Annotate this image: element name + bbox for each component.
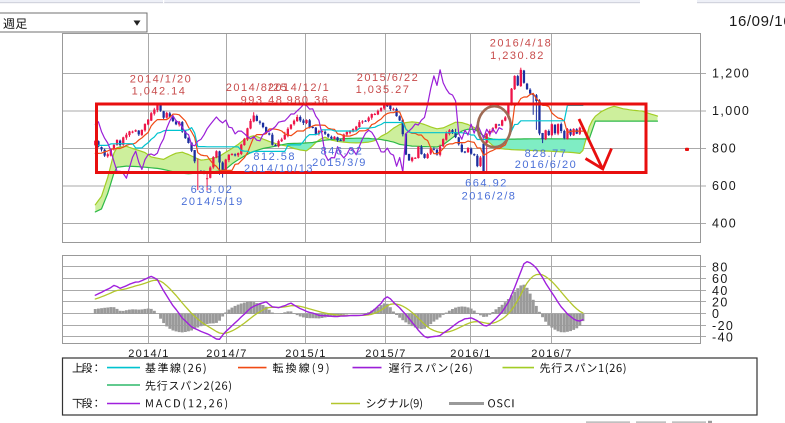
svg-text:-20: -20: [712, 319, 734, 333]
svg-text:1,035.27: 1,035.27: [356, 84, 411, 96]
svg-text:2015/1: 2015/1: [285, 348, 326, 360]
svg-text:2014/1: 2014/1: [128, 348, 169, 360]
svg-text:812.58: 812.58: [253, 151, 296, 163]
svg-text:633.02: 633.02: [191, 184, 234, 196]
svg-text:1,200: 1,200: [712, 67, 750, 81]
svg-text:800: 800: [712, 142, 737, 156]
svg-text:2014/7: 2014/7: [206, 348, 247, 360]
svg-text:993.48: 993.48: [241, 95, 284, 107]
svg-text:664.92: 664.92: [465, 178, 508, 190]
svg-text:60: 60: [712, 272, 729, 286]
svg-text:2014/5/19: 2014/5/19: [181, 196, 243, 208]
svg-text:20: 20: [712, 295, 729, 309]
svg-text:2016/4/18: 2016/4/18: [490, 38, 552, 50]
svg-text:2014/1/20: 2014/1/20: [130, 74, 192, 86]
svg-text:846.32: 846.32: [321, 146, 364, 158]
svg-text:0: 0: [712, 307, 720, 321]
svg-text:80: 80: [712, 261, 729, 275]
svg-text:2016/1: 2016/1: [450, 348, 491, 360]
svg-text:16/09/16: 16/09/16: [729, 13, 785, 30]
svg-text:980.36: 980.36: [287, 95, 330, 107]
svg-text:1,042.14: 1,042.14: [132, 86, 187, 98]
svg-text:2016/7: 2016/7: [531, 348, 572, 360]
svg-text:2016/6/20: 2016/6/20: [515, 159, 577, 171]
svg-text:1,230.82: 1,230.82: [490, 50, 545, 62]
svg-text:2014/12/1: 2014/12/1: [268, 82, 330, 94]
svg-text:828.77: 828.77: [525, 148, 568, 160]
svg-text:1,000: 1,000: [712, 104, 750, 118]
svg-text:40: 40: [712, 284, 729, 298]
svg-text:400: 400: [712, 217, 737, 231]
svg-text:2015/3/9: 2015/3/9: [312, 157, 367, 169]
svg-text:600: 600: [712, 179, 737, 193]
svg-text:2014/10/13: 2014/10/13: [244, 163, 314, 175]
svg-text:2014/8/25: 2014/8/25: [226, 82, 288, 94]
svg-text:2015/7: 2015/7: [365, 348, 406, 360]
svg-text:2016/2/8: 2016/2/8: [462, 191, 517, 203]
svg-text:2015/6/22: 2015/6/22: [357, 72, 419, 84]
svg-text:-40: -40: [712, 330, 734, 344]
